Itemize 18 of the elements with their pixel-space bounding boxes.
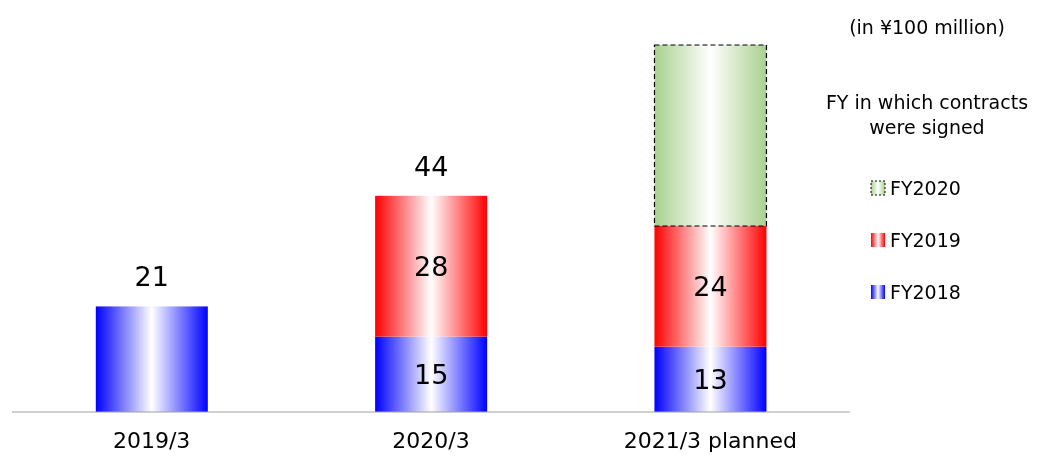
total-label: 21 (134, 261, 169, 293)
bar (375, 195, 488, 337)
legend-label: FY2018 (890, 281, 961, 303)
legend-label: FY2020 (890, 177, 961, 199)
bar (654, 346, 767, 412)
data-label: 28 (413, 251, 449, 283)
x-tick-label: 2020/3 (392, 427, 470, 453)
bar (375, 336, 488, 412)
data-label: 24 (693, 271, 728, 303)
legend-label: FY2019 (890, 229, 961, 251)
total-label: 44 (413, 150, 449, 182)
bar (95, 306, 208, 412)
data-label: 13 (693, 364, 728, 396)
data-label: 15 (413, 359, 449, 391)
legend-title: FY in which contracts were signed (824, 90, 1030, 140)
text: (in ¥100 million) (849, 16, 1005, 38)
x-tick-label: 2019/3 (112, 427, 191, 453)
x-tick-label: 2021/3 planned (623, 427, 798, 453)
